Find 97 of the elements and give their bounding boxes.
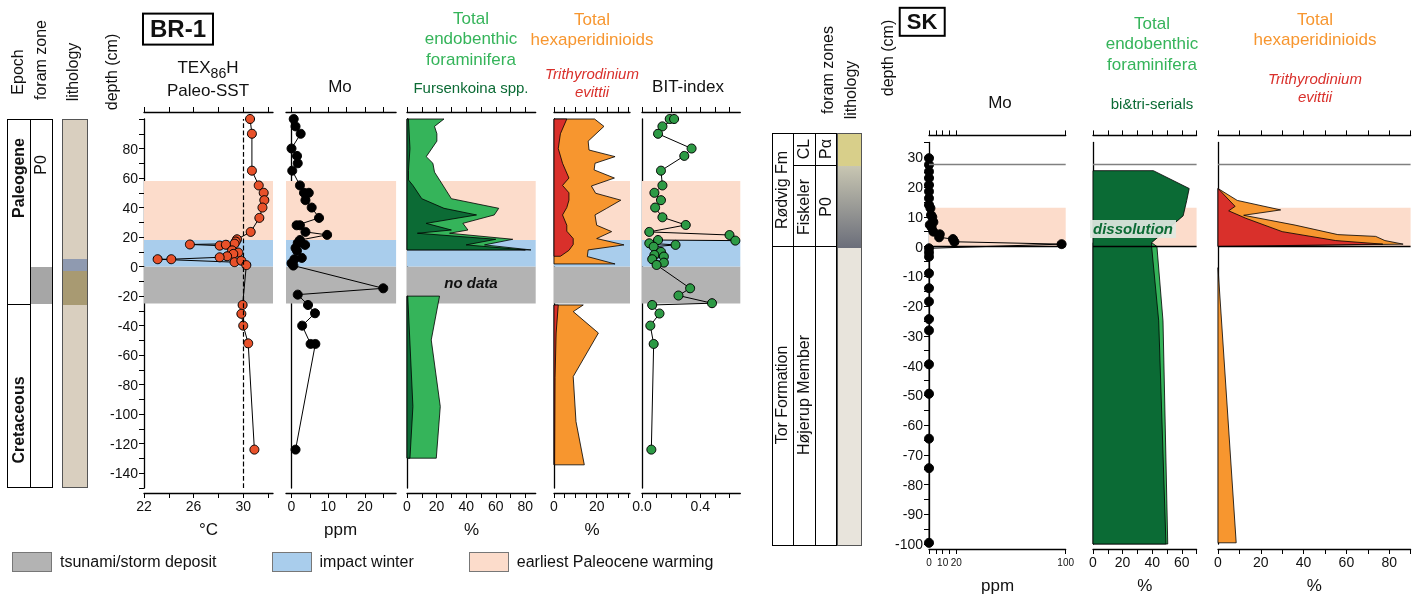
x-tick-label: 0.4: [690, 498, 710, 514]
x-tick-label: 26: [185, 498, 202, 514]
text: Rødvig Fm: [772, 150, 792, 230]
x-tick-label: 60: [488, 498, 505, 514]
x-tick-label: 0: [1089, 554, 1098, 570]
series-label: Fursenkoina spp.: [413, 79, 529, 96]
y-tick-label: -20: [903, 298, 924, 315]
y-tick-label: -10: [903, 268, 924, 285]
x-tick-label: 40: [1144, 554, 1161, 570]
x-axis-title: ppm: [324, 519, 358, 541]
text: BR-1: [141, 12, 215, 46]
y-tick-label: -80: [117, 376, 139, 393]
text: lithology: [63, 42, 83, 102]
text: foram zones: [818, 25, 838, 115]
y-tick-label: 20: [122, 229, 139, 246]
x-tick-label: 20: [1114, 554, 1131, 570]
y-tick-label: 30: [907, 149, 924, 166]
legend-label: tsunami/storm deposit: [60, 553, 217, 571]
x-tick-label: 0: [403, 498, 412, 514]
text: foram zone: [31, 19, 51, 101]
y-tick-label: 40: [122, 199, 139, 216]
x-tick-label: 0: [550, 498, 559, 514]
y-tick-label: -140: [109, 465, 139, 482]
text: Total endobenthic foraminifera: [423, 9, 519, 71]
x-tick-label: 10: [937, 556, 949, 568]
x-tick-label: 22: [136, 498, 152, 514]
text: Cretaceous: [9, 376, 29, 464]
x-axis-title: %: [464, 519, 480, 541]
legend-label: earliest Paleocene warming: [516, 553, 714, 571]
y-tick-label: -60: [903, 417, 924, 434]
y-tick-label: 80: [122, 140, 139, 157]
text: Trithyrodinium evittii: [1267, 70, 1363, 106]
x-tick-label: 80: [1381, 554, 1398, 570]
text: P0: [31, 155, 51, 175]
x-tick-label: 20: [588, 498, 605, 514]
y-tick-label: 20: [907, 179, 924, 196]
y-tick-label: 10: [907, 208, 924, 225]
text: P0: [816, 197, 836, 217]
y-tick-label: 0: [915, 238, 924, 255]
y-tick-label: 0: [130, 258, 139, 275]
y-tick-label: -60: [117, 347, 139, 364]
x-tick-label: 10: [319, 498, 336, 514]
text: Fiskeler: [794, 178, 814, 236]
text: Epoch: [8, 49, 28, 95]
y-axis-title: depth (cm): [878, 19, 898, 97]
y-tick-label: -90: [903, 506, 924, 523]
text: bi&tri-serials: [1109, 95, 1195, 113]
annotation: no data: [444, 274, 498, 292]
legend-label: impact winter: [319, 553, 414, 571]
x-tick-label: 60: [1338, 554, 1355, 570]
x-axis-title: %: [1137, 575, 1153, 597]
x-axis-title: ppm: [981, 575, 1015, 597]
x-tick-label: 100: [1057, 556, 1075, 568]
text: Total endobenthic foraminifera: [1104, 14, 1200, 76]
x-tick-label: 20: [429, 498, 445, 514]
y-tick-label: -30: [903, 327, 924, 344]
chart-title: Mo: [328, 76, 352, 98]
text: Tor Formation: [772, 345, 792, 445]
x-tick-label: 0: [926, 556, 933, 568]
series-label: Trithyrodinium evittii: [544, 65, 640, 101]
text: Højerup Member: [794, 334, 814, 456]
x-tick-label: 20: [356, 498, 373, 514]
x-axis-title: %: [1306, 575, 1322, 597]
x-tick-label: 80: [517, 498, 534, 514]
text: CL: [794, 138, 814, 160]
y-tick-label: -40: [903, 357, 924, 374]
x-tick-label: 0: [1214, 554, 1223, 570]
y-axis-title: depth (cm): [102, 33, 122, 111]
chart-title: BIT-index: [652, 76, 724, 98]
text: Paleogene: [9, 137, 29, 219]
x-tick-label: 0.0: [631, 498, 652, 514]
x-tick-label: 30: [235, 498, 252, 514]
y-tick-label: -100: [109, 406, 139, 423]
x-tick-label: 20: [951, 556, 963, 568]
x-tick-label: 0: [287, 498, 296, 514]
text: SK: [898, 6, 946, 38]
x-tick-label: 60: [1174, 554, 1190, 570]
x-tick-label: 20: [1253, 554, 1269, 570]
x-tick-label: 40: [458, 498, 475, 514]
y-tick-label: -120: [109, 435, 139, 452]
y-tick-label: -70: [903, 446, 924, 463]
x-tick-label: 40: [1295, 554, 1312, 570]
y-tick-label: -80: [903, 476, 924, 493]
x-axis-title: %: [584, 519, 600, 541]
annotation: dissolution: [1090, 220, 1176, 238]
y-tick-label: -40: [117, 317, 139, 334]
y-tick-label: -50: [903, 387, 924, 404]
chart-title: TEX$_{86}$H Paleo-SST: [165, 58, 251, 102]
y-tick-label: 60: [122, 170, 139, 187]
text: Total hexaperidinioids: [1252, 9, 1378, 51]
y-tick-label: -100: [895, 536, 924, 552]
text: Pα: [816, 139, 836, 159]
y-tick-label: -20: [117, 288, 139, 305]
text: lithology: [841, 60, 861, 120]
x-axis-title: °C: [198, 519, 219, 541]
text: Total hexaperidinioids: [529, 9, 655, 51]
chart-title: Mo: [988, 92, 1012, 114]
